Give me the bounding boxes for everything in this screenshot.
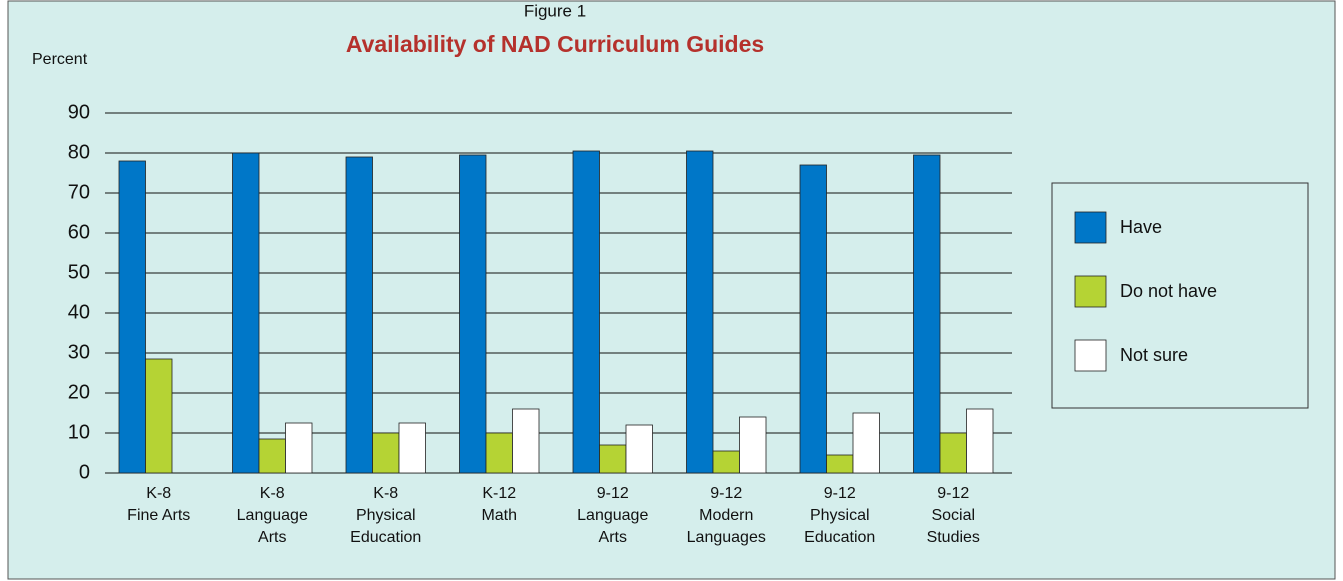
x-tick-label: K-8 (373, 485, 398, 502)
x-tick-label: 9-12 (597, 485, 629, 502)
background (7, 0, 1336, 580)
x-tick-label: Arts (599, 529, 627, 546)
legend-label: Not sure (1120, 345, 1188, 365)
y-tick-label: 70 (68, 181, 90, 203)
bar (826, 454, 854, 474)
bar (398, 422, 426, 474)
y-tick-label: 30 (68, 341, 90, 363)
y-tick-label: 10 (68, 421, 90, 443)
x-tick-label: Math (481, 507, 517, 524)
y-tick-label: 90 (68, 101, 90, 123)
bar (485, 432, 513, 474)
y-tick-label: 50 (68, 261, 90, 283)
bar (145, 358, 173, 474)
bar (372, 432, 400, 474)
x-tick-label: Modern (699, 507, 753, 524)
legend-label: Have (1120, 217, 1162, 237)
y-tick-label: 20 (68, 381, 90, 403)
x-tick-label: 9-12 (710, 485, 742, 502)
x-tick-label: Education (804, 529, 875, 546)
x-tick-label: Studies (927, 529, 980, 546)
legend-swatch (1074, 275, 1107, 308)
y-axis-label: Percent (32, 51, 88, 68)
bar (572, 150, 600, 474)
legend-label: Do not have (1120, 281, 1217, 301)
x-tick-label: K-8 (146, 485, 171, 502)
legend-swatch (1074, 339, 1107, 372)
x-tick-label: K-8 (260, 485, 285, 502)
bar (512, 408, 540, 474)
x-tick-label: Fine Arts (127, 507, 190, 524)
x-tick-label: K-12 (482, 485, 516, 502)
x-tick-label: Language (577, 507, 648, 524)
y-tick-label: 60 (68, 221, 90, 243)
x-tick-label: Language (237, 507, 308, 524)
bar (345, 156, 373, 474)
bar (939, 432, 967, 474)
bar (258, 438, 286, 474)
bar (799, 164, 827, 474)
x-tick-label: Physical (356, 507, 416, 524)
bar (966, 408, 994, 474)
bar (118, 160, 146, 474)
bar (852, 412, 880, 474)
x-tick-label: Physical (810, 507, 870, 524)
bar (625, 424, 653, 474)
x-tick-label: 9-12 (937, 485, 969, 502)
bar (285, 422, 313, 474)
x-tick-label: Arts (258, 529, 286, 546)
legend-swatch (1074, 211, 1107, 244)
y-tick-label: 0 (79, 461, 90, 483)
chart-subtitle: Figure 1 (524, 1, 586, 20)
bar (599, 444, 627, 474)
x-tick-label: Languages (687, 529, 766, 546)
y-tick-label: 80 (68, 141, 90, 163)
bar (232, 152, 260, 474)
bar (459, 154, 487, 474)
x-tick-label: 9-12 (824, 485, 856, 502)
bar (712, 450, 740, 474)
bar (686, 150, 714, 474)
x-tick-label: Education (350, 529, 421, 546)
y-tick-label: 40 (68, 301, 90, 323)
bar (913, 154, 941, 474)
x-tick-label: Social (931, 507, 975, 524)
chart-title: Availability of NAD Curriculum Guides (346, 31, 764, 57)
bar (739, 416, 767, 474)
legend-box (1051, 182, 1309, 409)
